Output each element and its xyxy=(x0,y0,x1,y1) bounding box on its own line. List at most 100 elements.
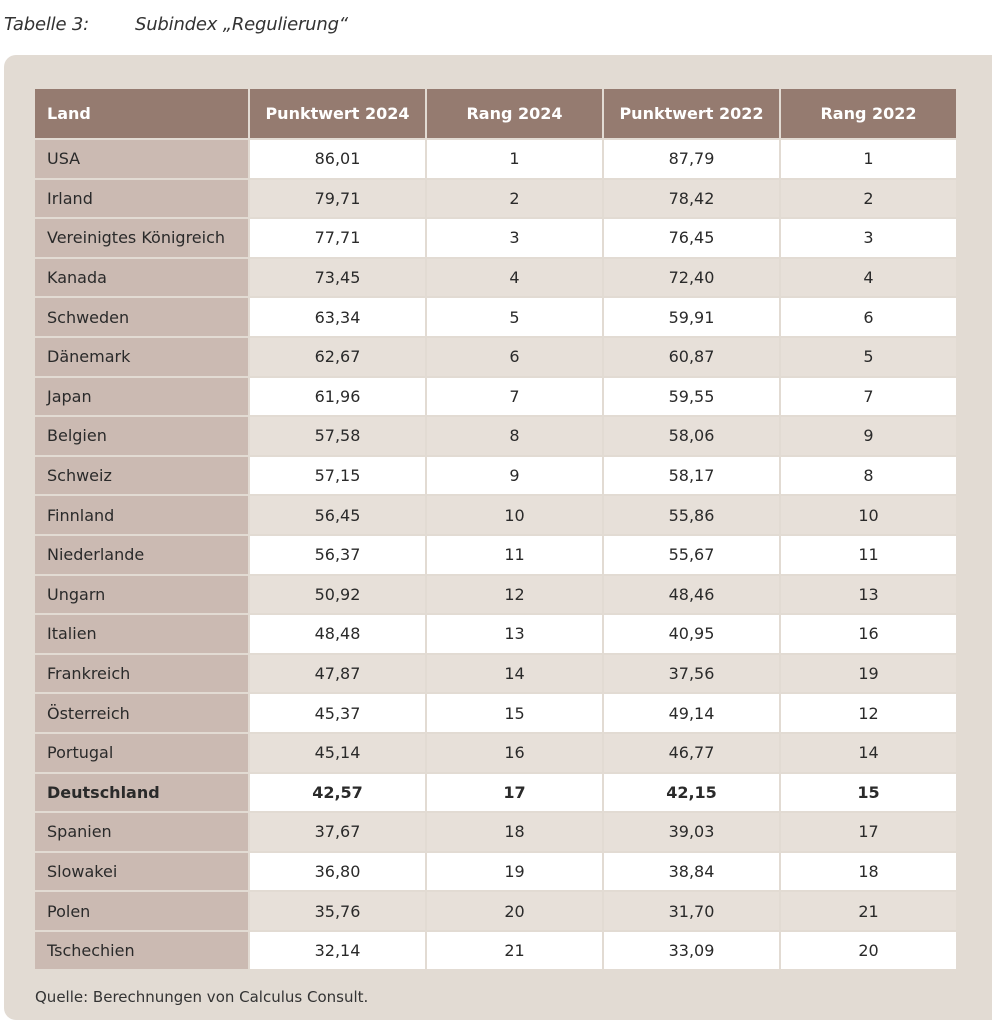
cell-land: Japan xyxy=(35,377,248,416)
header-row: Land Punktwert 2024 Rang 2024 Punktwert … xyxy=(35,89,956,138)
cell-land: Schweiz xyxy=(35,456,248,495)
cell-rang-2024: 19 xyxy=(427,852,602,891)
cell-rang-2024: 9 xyxy=(427,456,602,495)
cell-punktwert-2024: 35,76 xyxy=(250,892,425,930)
cell-rang-2022: 6 xyxy=(781,298,956,336)
table-row: Niederlande 56,37 11 55,67 11 xyxy=(35,535,956,574)
table-row: Slowakei 36,80 19 38,84 18 xyxy=(35,852,956,891)
cell-punktwert-2024: 56,37 xyxy=(250,535,425,574)
cell-punktwert-2024: 63,34 xyxy=(250,298,425,336)
subindex-table: Land Punktwert 2024 Rang 2024 Punktwert … xyxy=(33,87,958,971)
cell-land: Niederlande xyxy=(35,535,248,574)
cell-rang-2022: 4 xyxy=(781,258,956,297)
cell-rang-2024: 18 xyxy=(427,813,602,851)
table-row: Dänemark 62,67 6 60,87 5 xyxy=(35,337,956,376)
header-rang-2024: Rang 2024 xyxy=(427,89,602,138)
header-punktwert-2022: Punktwert 2022 xyxy=(604,89,779,138)
cell-rang-2022: 8 xyxy=(781,456,956,495)
cell-punktwert-2022: 39,03 xyxy=(604,813,779,851)
cell-rang-2022: 2 xyxy=(781,179,956,218)
caption-label: Tabelle 3: xyxy=(4,14,89,35)
header-punktwert-2024: Punktwert 2024 xyxy=(250,89,425,138)
table-row: Vereinigtes Königreich 77,71 3 76,45 3 xyxy=(35,219,956,257)
cell-rang-2024: 13 xyxy=(427,615,602,653)
cell-rang-2024: 8 xyxy=(427,417,602,455)
cell-punktwert-2024: 48,48 xyxy=(250,615,425,653)
cell-land: Belgien xyxy=(35,417,248,455)
cell-land: Polen xyxy=(35,892,248,930)
cell-punktwert-2024: 79,71 xyxy=(250,179,425,218)
cell-rang-2022: 12 xyxy=(781,694,956,732)
table-row: Schweiz 57,15 9 58,17 8 xyxy=(35,456,956,495)
cell-rang-2024: 15 xyxy=(427,694,602,732)
cell-land: Portugal xyxy=(35,733,248,772)
cell-land: Finnland xyxy=(35,496,248,534)
cell-rang-2024: 21 xyxy=(427,931,602,970)
cell-punktwert-2024: 62,67 xyxy=(250,337,425,376)
table-row: Tschechien 32,14 21 33,09 20 xyxy=(35,931,956,970)
table-row: Portugal 45,14 16 46,77 14 xyxy=(35,733,956,772)
cell-rang-2024: 2 xyxy=(427,179,602,218)
table-row: Japan 61,96 7 59,55 7 xyxy=(35,377,956,416)
cell-punktwert-2024: 77,71 xyxy=(250,219,425,257)
table-row: Italien 48,48 13 40,95 16 xyxy=(35,615,956,653)
cell-rang-2024: 20 xyxy=(427,892,602,930)
cell-rang-2022: 5 xyxy=(781,337,956,376)
cell-punktwert-2022: 72,40 xyxy=(604,258,779,297)
cell-punktwert-2024: 86,01 xyxy=(250,140,425,178)
cell-punktwert-2022: 38,84 xyxy=(604,852,779,891)
header-rang-2022: Rang 2022 xyxy=(781,89,956,138)
cell-punktwert-2022: 33,09 xyxy=(604,931,779,970)
table-row: Belgien 57,58 8 58,06 9 xyxy=(35,417,956,455)
cell-rang-2022: 13 xyxy=(781,575,956,614)
cell-punktwert-2024: 45,14 xyxy=(250,733,425,772)
cell-punktwert-2022: 60,87 xyxy=(604,337,779,376)
table-caption: Tabelle 3: Subindex „Regulierung“ xyxy=(4,14,348,35)
cell-rang-2024: 11 xyxy=(427,535,602,574)
cell-punktwert-2022: 48,46 xyxy=(604,575,779,614)
cell-rang-2022: 15 xyxy=(781,773,956,812)
cell-punktwert-2022: 59,91 xyxy=(604,298,779,336)
cell-rang-2022: 7 xyxy=(781,377,956,416)
cell-land: Deutschland xyxy=(35,773,248,812)
cell-land: Spanien xyxy=(35,813,248,851)
cell-punktwert-2022: 58,17 xyxy=(604,456,779,495)
cell-land: Österreich xyxy=(35,694,248,732)
source-note: Quelle: Berechnungen von Calculus Consul… xyxy=(35,988,369,1006)
cell-punktwert-2024: 45,37 xyxy=(250,694,425,732)
cell-rang-2022: 19 xyxy=(781,654,956,693)
cell-punktwert-2024: 32,14 xyxy=(250,931,425,970)
cell-rang-2024: 5 xyxy=(427,298,602,336)
cell-rang-2024: 17 xyxy=(427,773,602,812)
cell-land: Irland xyxy=(35,179,248,218)
cell-land: USA xyxy=(35,140,248,178)
table-row: Polen 35,76 20 31,70 21 xyxy=(35,892,956,930)
cell-punktwert-2022: 42,15 xyxy=(604,773,779,812)
cell-rang-2022: 20 xyxy=(781,931,956,970)
cell-land: Dänemark xyxy=(35,337,248,376)
table-row: Frankreich 47,87 14 37,56 19 xyxy=(35,654,956,693)
cell-rang-2024: 14 xyxy=(427,654,602,693)
table-row: Irland 79,71 2 78,42 2 xyxy=(35,179,956,218)
cell-punktwert-2024: 73,45 xyxy=(250,258,425,297)
cell-punktwert-2024: 37,67 xyxy=(250,813,425,851)
cell-punktwert-2022: 87,79 xyxy=(604,140,779,178)
cell-rang-2022: 3 xyxy=(781,219,956,257)
cell-punktwert-2022: 55,67 xyxy=(604,535,779,574)
table-row: Spanien 37,67 18 39,03 17 xyxy=(35,813,956,851)
cell-punktwert-2022: 37,56 xyxy=(604,654,779,693)
cell-rang-2022: 16 xyxy=(781,615,956,653)
table-row: Ungarn 50,92 12 48,46 13 xyxy=(35,575,956,614)
cell-rang-2024: 4 xyxy=(427,258,602,297)
cell-rang-2022: 14 xyxy=(781,733,956,772)
cell-land: Schweden xyxy=(35,298,248,336)
cell-rang-2022: 18 xyxy=(781,852,956,891)
cell-rang-2022: 10 xyxy=(781,496,956,534)
cell-rang-2024: 1 xyxy=(427,140,602,178)
table-row: USA 86,01 1 87,79 1 xyxy=(35,140,956,178)
cell-rang-2022: 21 xyxy=(781,892,956,930)
cell-rang-2024: 10 xyxy=(427,496,602,534)
cell-land: Tschechien xyxy=(35,931,248,970)
cell-punktwert-2024: 57,58 xyxy=(250,417,425,455)
cell-punktwert-2024: 57,15 xyxy=(250,456,425,495)
